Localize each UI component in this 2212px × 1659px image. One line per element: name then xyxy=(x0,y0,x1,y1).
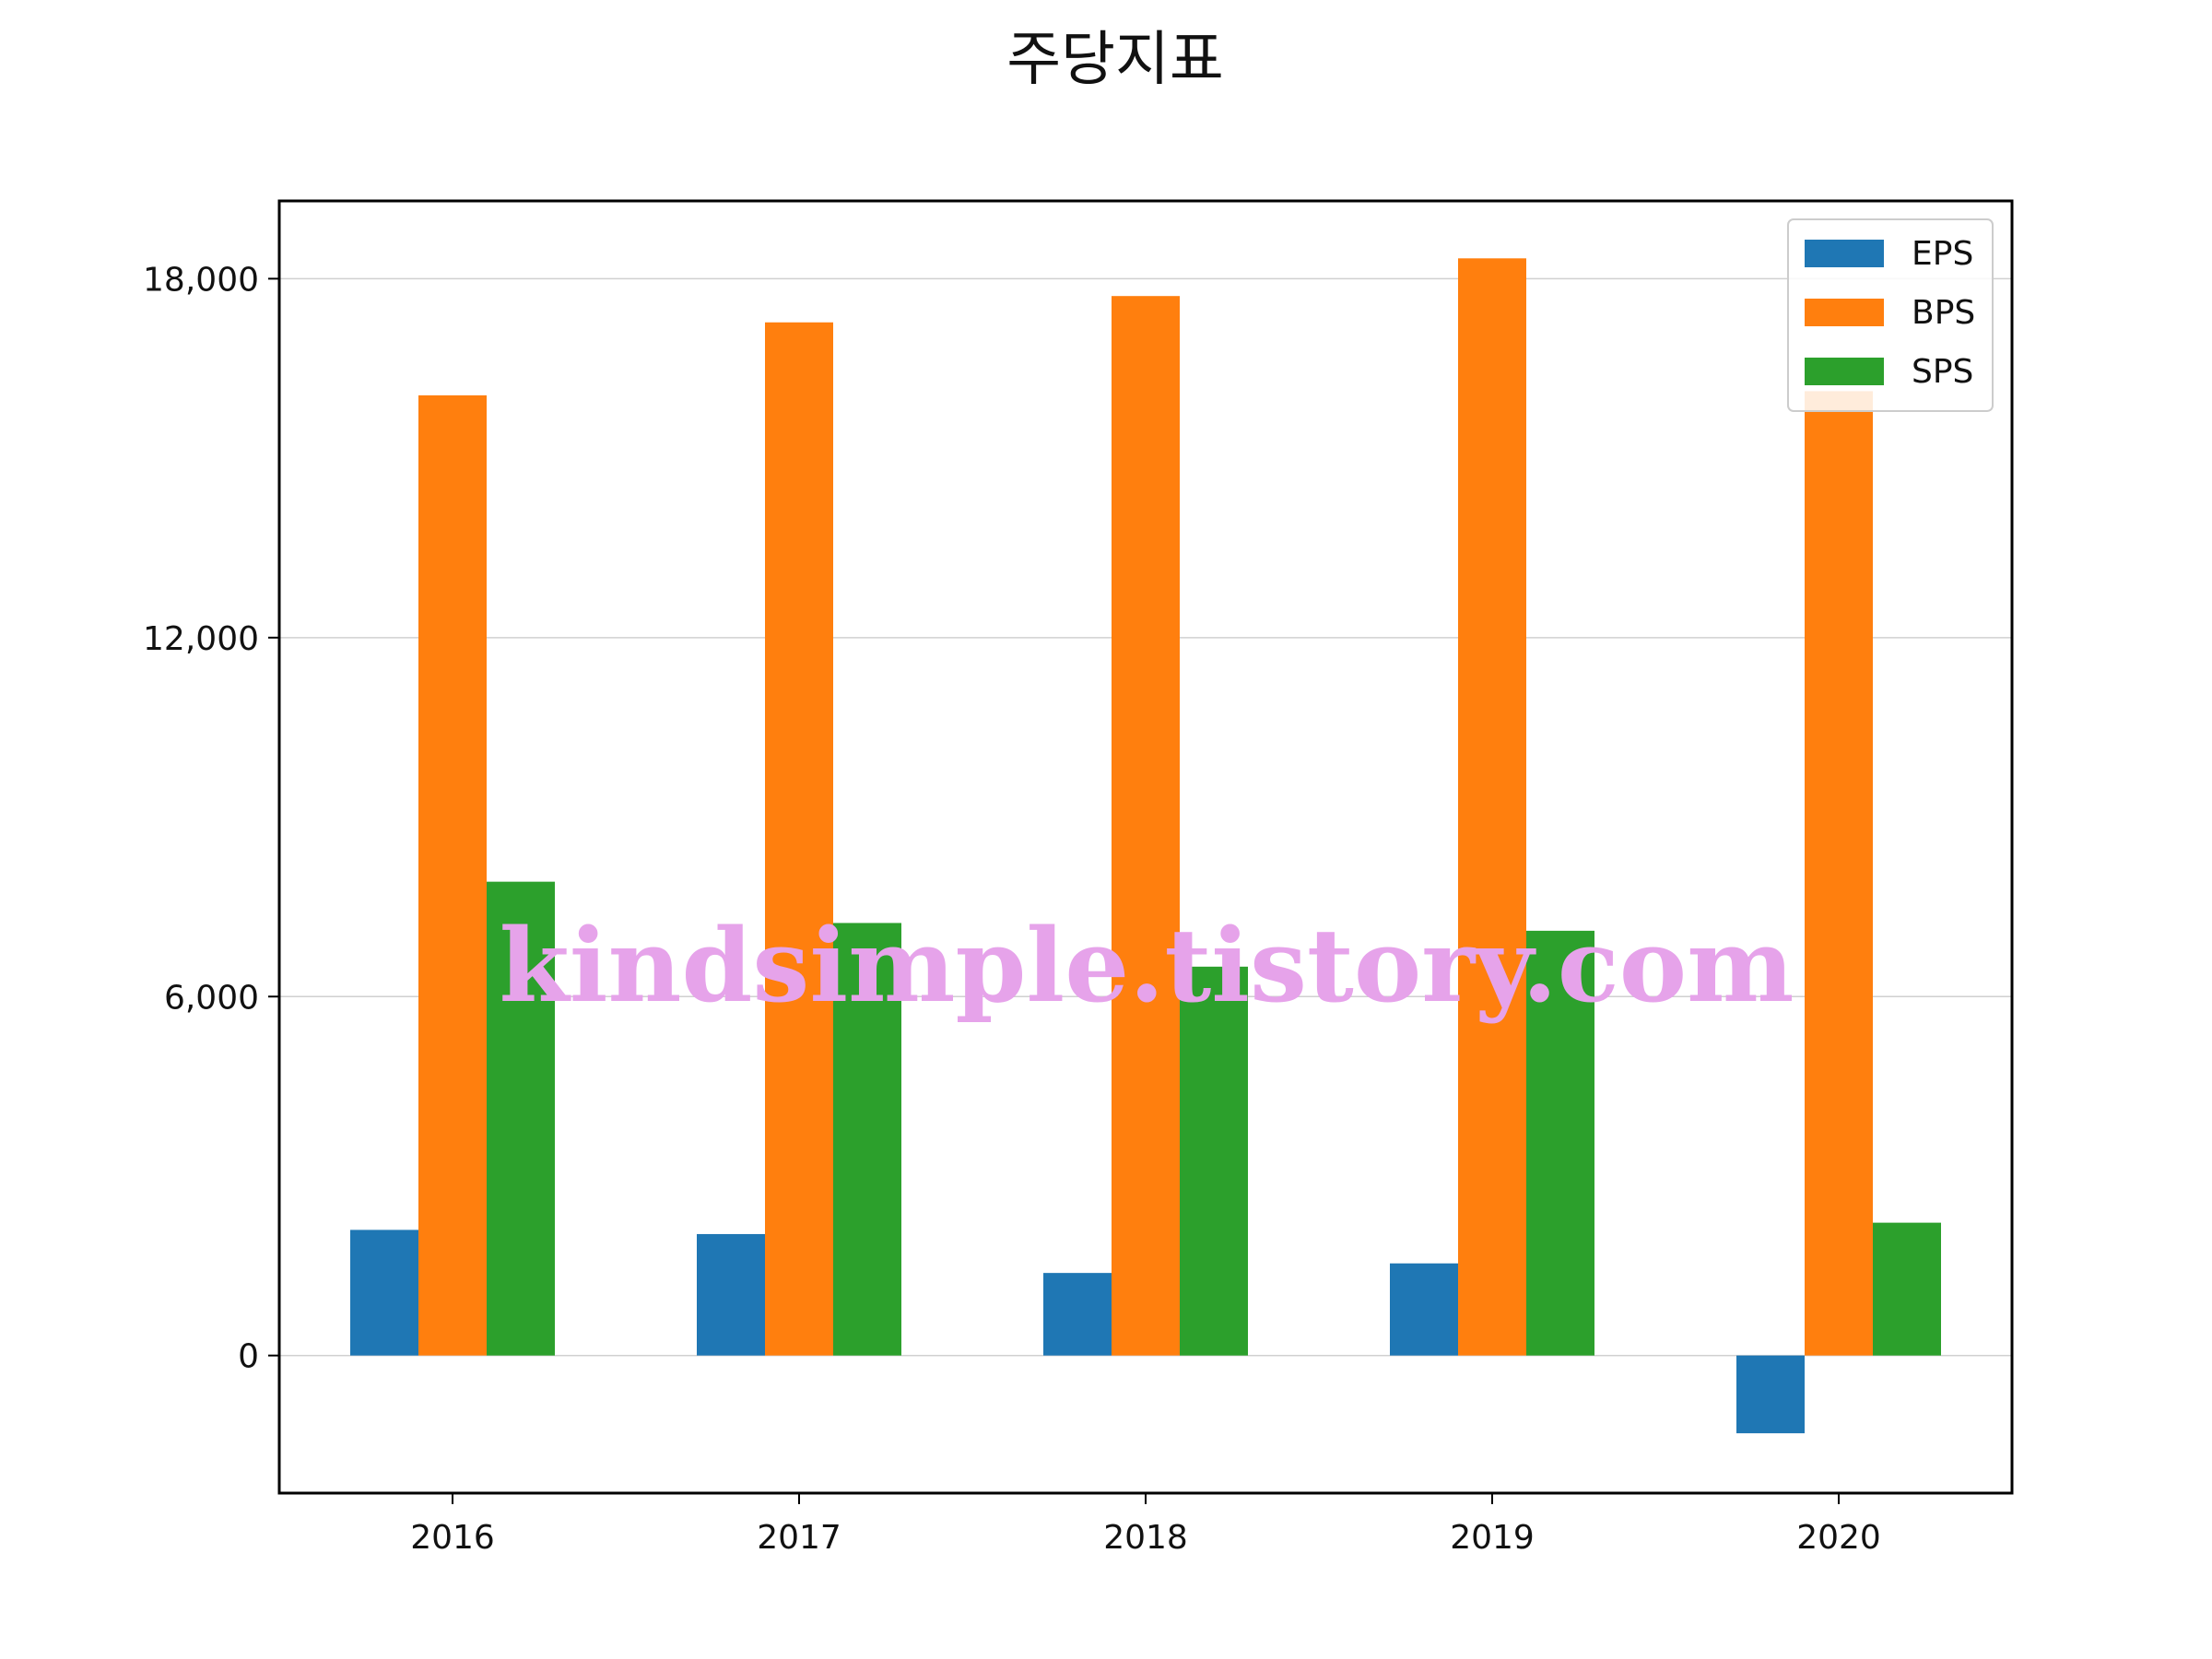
bar-bps-2018 xyxy=(1112,296,1180,1356)
legend-label-eps: EPS xyxy=(1912,235,1973,273)
legend-label-sps: SPS xyxy=(1912,353,1973,391)
legend-label-bps: BPS xyxy=(1912,294,1975,332)
bar-sps-2020 xyxy=(1873,1222,1941,1356)
y-tick-label: 18,000 xyxy=(143,261,259,299)
legend: EPS BPS SPS xyxy=(1787,218,1994,412)
bar-eps-2017 xyxy=(697,1233,765,1356)
bar-sps-2016 xyxy=(487,881,555,1356)
x-axis: 2016 2017 2018 2019 2020 xyxy=(410,1493,1881,1557)
y-tick-label: 0 xyxy=(238,1338,259,1376)
bar-eps-2019 xyxy=(1390,1263,1458,1356)
x-tick-label: 2016 xyxy=(410,1519,495,1557)
y-tick-label: 6,000 xyxy=(164,979,259,1017)
y-tick-label: 12,000 xyxy=(143,620,259,658)
bar-eps-2020 xyxy=(1736,1355,1805,1434)
bar-bps-2017 xyxy=(765,322,833,1356)
bar-eps-2016 xyxy=(350,1230,418,1356)
bar-bps-2020 xyxy=(1805,391,1873,1356)
x-tick-label: 2017 xyxy=(757,1519,841,1557)
bar-sps-2018 xyxy=(1180,966,1248,1356)
bar-bps-2016 xyxy=(418,394,487,1356)
legend-swatch-sps xyxy=(1805,358,1884,385)
x-tick-label: 2020 xyxy=(1796,1519,1881,1557)
x-tick-label: 2019 xyxy=(1450,1519,1535,1557)
bar-sps-2019 xyxy=(1526,930,1594,1356)
bars xyxy=(350,258,1941,1434)
bar-bps-2019 xyxy=(1458,258,1526,1356)
bar-eps-2018 xyxy=(1043,1273,1112,1356)
chart-title: 주당지표 xyxy=(1006,26,1224,94)
legend-swatch-bps xyxy=(1805,299,1884,326)
legend-swatch-eps xyxy=(1805,240,1884,267)
y-axis: 0 6,000 12,000 18,000 xyxy=(143,261,279,1376)
bar-sps-2017 xyxy=(833,923,901,1356)
x-tick-label: 2018 xyxy=(1103,1519,1188,1557)
watermark: kindsimple.tistory.com xyxy=(500,906,1794,1025)
